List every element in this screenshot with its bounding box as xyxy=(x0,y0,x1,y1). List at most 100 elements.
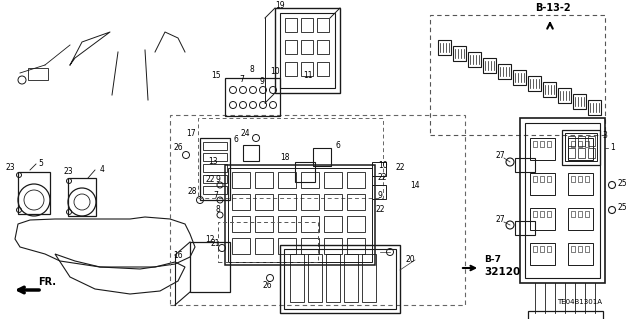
Text: 9: 9 xyxy=(378,190,383,199)
Text: 5: 5 xyxy=(38,160,43,168)
Bar xyxy=(280,245,400,313)
Bar xyxy=(278,172,296,188)
Bar xyxy=(324,216,342,232)
Text: B-7: B-7 xyxy=(484,256,501,264)
Bar xyxy=(568,148,575,158)
Bar xyxy=(285,18,297,32)
Text: 21: 21 xyxy=(211,240,220,249)
Bar xyxy=(540,141,544,147)
Bar xyxy=(347,194,365,210)
Text: 26: 26 xyxy=(262,280,272,290)
Bar xyxy=(301,62,313,76)
Bar xyxy=(278,216,296,232)
Bar xyxy=(525,123,600,278)
Bar xyxy=(578,211,582,217)
Bar xyxy=(324,238,342,254)
Bar xyxy=(585,141,589,147)
Text: 7: 7 xyxy=(213,190,218,199)
Bar xyxy=(317,18,329,32)
Text: 22: 22 xyxy=(378,174,387,182)
Bar xyxy=(301,18,313,32)
Bar xyxy=(540,176,544,182)
Bar xyxy=(295,162,315,182)
Bar xyxy=(324,194,342,210)
Bar xyxy=(290,254,304,302)
Text: 27: 27 xyxy=(495,216,505,225)
Bar xyxy=(568,138,593,160)
Bar xyxy=(347,172,365,188)
Text: 11: 11 xyxy=(303,71,313,80)
Text: 9: 9 xyxy=(260,78,264,86)
Text: 19: 19 xyxy=(275,1,285,10)
Text: 26: 26 xyxy=(173,144,183,152)
Bar xyxy=(540,211,544,217)
Text: 23: 23 xyxy=(5,164,15,173)
Bar xyxy=(528,76,541,91)
Bar xyxy=(530,138,555,160)
Text: 23: 23 xyxy=(63,167,73,176)
Bar xyxy=(200,138,230,200)
Text: 32120: 32120 xyxy=(484,267,520,277)
Bar xyxy=(547,141,551,147)
Bar xyxy=(362,254,376,302)
Bar xyxy=(571,176,575,182)
Bar xyxy=(372,185,386,199)
Bar xyxy=(284,249,396,309)
Text: 4: 4 xyxy=(100,166,105,174)
Bar xyxy=(520,118,605,283)
Bar xyxy=(313,148,331,166)
Bar xyxy=(301,172,319,188)
Bar xyxy=(578,141,582,147)
Bar xyxy=(232,216,250,232)
Text: B-13-2: B-13-2 xyxy=(535,3,571,13)
Bar xyxy=(285,40,297,54)
Text: 13: 13 xyxy=(209,158,218,167)
Bar xyxy=(571,246,575,252)
Bar xyxy=(568,243,593,265)
Bar xyxy=(513,70,526,85)
Bar xyxy=(68,178,96,216)
Bar xyxy=(562,130,600,165)
Text: 10: 10 xyxy=(378,160,388,169)
Bar xyxy=(571,211,575,217)
Bar xyxy=(347,216,365,232)
Bar xyxy=(301,194,319,210)
Bar xyxy=(228,168,372,262)
Text: 10: 10 xyxy=(270,68,280,77)
Text: 8: 8 xyxy=(215,205,220,214)
Bar xyxy=(573,94,586,109)
Text: 20: 20 xyxy=(405,256,415,264)
Bar xyxy=(28,68,48,80)
Bar xyxy=(198,118,383,198)
Bar xyxy=(278,194,296,210)
Bar xyxy=(243,145,259,161)
Bar xyxy=(568,208,593,230)
Text: 22: 22 xyxy=(395,164,404,173)
Bar xyxy=(515,158,535,172)
Bar xyxy=(547,176,551,182)
Text: 18: 18 xyxy=(280,153,290,162)
Bar xyxy=(308,254,322,302)
Bar xyxy=(585,176,589,182)
Bar xyxy=(438,40,451,55)
Text: 2: 2 xyxy=(610,318,615,319)
Bar xyxy=(533,211,537,217)
Bar xyxy=(588,148,595,158)
Text: 3: 3 xyxy=(602,130,607,139)
Text: 27: 27 xyxy=(495,152,505,160)
Text: 14: 14 xyxy=(410,181,420,189)
Bar xyxy=(255,216,273,232)
Text: 9: 9 xyxy=(215,175,220,184)
Text: 15: 15 xyxy=(211,70,221,79)
Text: 1: 1 xyxy=(610,144,615,152)
Bar xyxy=(255,194,273,210)
Bar xyxy=(533,141,537,147)
Bar xyxy=(558,88,571,103)
Bar xyxy=(232,238,250,254)
Bar xyxy=(203,153,227,161)
Bar xyxy=(498,64,511,79)
Bar xyxy=(344,254,358,302)
Bar xyxy=(225,165,375,265)
Bar xyxy=(588,136,595,146)
Bar xyxy=(301,238,319,254)
